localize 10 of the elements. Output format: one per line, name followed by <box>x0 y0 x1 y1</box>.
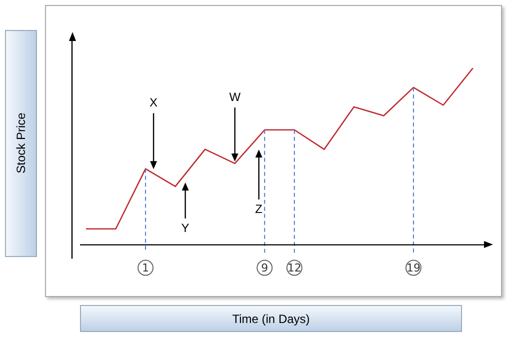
x-tick-label: 1 <box>142 261 150 274</box>
annotation: Z <box>255 202 263 216</box>
annotation: W <box>229 90 242 104</box>
y-axis-title: Stock Price <box>14 112 28 174</box>
x-tick-label: 12 <box>287 261 302 274</box>
x-tick-label: 19 <box>406 261 420 274</box>
x-tick-label: 9 <box>261 261 268 274</box>
x-axis-title: Time (in Days) <box>80 305 462 332</box>
annotation: Y <box>181 220 190 235</box>
annotation: X <box>150 95 158 110</box>
